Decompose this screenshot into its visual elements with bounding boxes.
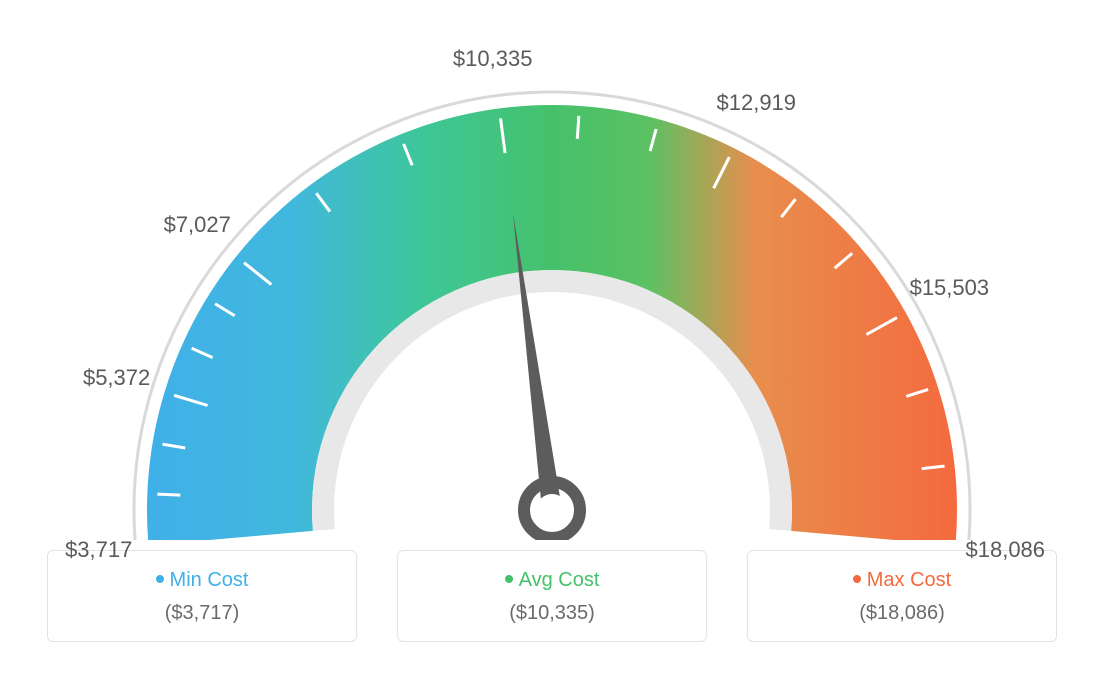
- gauge-tick-label: $5,372: [83, 365, 150, 391]
- dot-icon: [505, 575, 513, 583]
- legend-title-min-text: Min Cost: [170, 569, 249, 591]
- legend-card-max: Max Cost ($18,086): [747, 550, 1057, 642]
- legend-value-min: ($3,717): [58, 602, 346, 625]
- legend-title-avg-text: Avg Cost: [519, 569, 600, 591]
- legend-title-max: Max Cost: [758, 569, 1046, 592]
- legend-value-max: ($18,086): [758, 602, 1046, 625]
- gauge-tick-label: $3,717: [65, 537, 132, 563]
- legend-row: Min Cost ($3,717) Avg Cost ($10,335) Max…: [0, 540, 1104, 642]
- gauge-tick-label: $12,919: [717, 90, 797, 116]
- dot-icon: [156, 575, 164, 583]
- legend-title-max-text: Max Cost: [867, 569, 951, 591]
- dot-icon: [853, 575, 861, 583]
- legend-card-avg: Avg Cost ($10,335): [397, 550, 707, 642]
- gauge-tick-label: $15,503: [910, 275, 990, 301]
- legend-value-avg: ($10,335): [408, 602, 696, 625]
- gauge-tick-label: $7,027: [164, 212, 231, 238]
- gauge-chart: $3,717$5,372$7,027$10,335$12,919$15,503$…: [0, 0, 1104, 540]
- legend-card-min: Min Cost ($3,717): [47, 550, 357, 642]
- gauge-tick-label: $18,086: [966, 537, 1046, 563]
- legend-title-min: Min Cost: [58, 569, 346, 592]
- gauge-svg: [0, 0, 1104, 540]
- gauge-tick-label: $10,335: [453, 46, 533, 72]
- legend-title-avg: Avg Cost: [408, 569, 696, 592]
